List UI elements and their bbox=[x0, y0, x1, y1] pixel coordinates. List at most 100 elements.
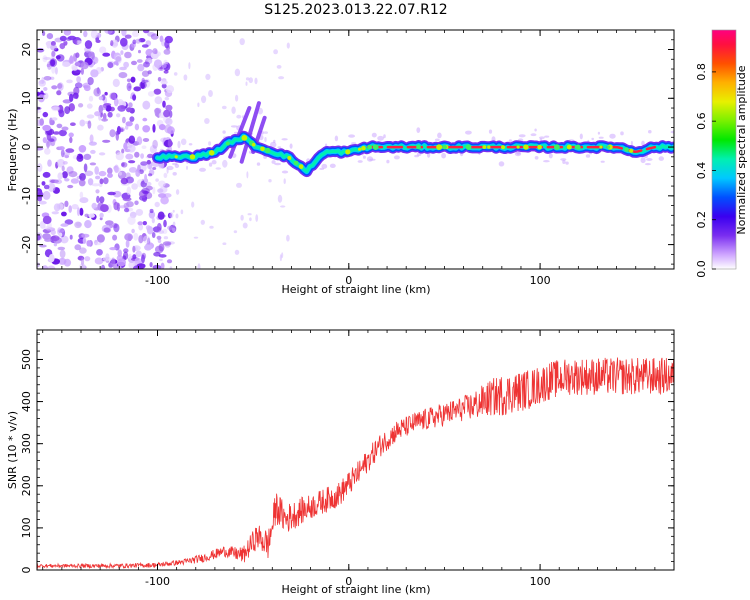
snr-xtick-label: -100 bbox=[145, 575, 170, 588]
noise-speckle bbox=[100, 204, 109, 213]
snr-ytick-label: 500 bbox=[20, 349, 33, 370]
noise-speckle bbox=[135, 250, 142, 258]
noise-speckle bbox=[134, 257, 142, 264]
noise-speckle bbox=[157, 188, 164, 193]
noise-speckle bbox=[172, 172, 177, 176]
snr-ylabel: SNR (10 * v/v) bbox=[6, 411, 19, 489]
ridge-peak bbox=[465, 144, 472, 151]
noise-speckle bbox=[134, 123, 140, 131]
noise-speckle bbox=[147, 91, 155, 97]
noise-speckle bbox=[256, 162, 261, 166]
noise-speckle bbox=[209, 225, 214, 229]
noise-speckle bbox=[61, 165, 65, 172]
noise-speckle bbox=[47, 265, 56, 269]
spectrogram-frame bbox=[36, 29, 675, 270]
noise-speckle bbox=[231, 106, 236, 114]
noise-speckle bbox=[92, 56, 99, 64]
noise-speckle bbox=[105, 253, 110, 261]
snr-ytick-label: 0 bbox=[20, 567, 33, 574]
noise-speckle bbox=[128, 160, 136, 164]
noise-speckle bbox=[99, 212, 104, 218]
noise-speckle bbox=[81, 233, 90, 238]
noise-speckle bbox=[201, 95, 207, 104]
noise-speckle bbox=[160, 196, 169, 205]
noise-speckle bbox=[62, 61, 71, 67]
noise-speckle bbox=[49, 58, 58, 67]
noise-speckle bbox=[153, 88, 162, 95]
ridge-peak bbox=[516, 145, 520, 149]
noise-speckle bbox=[152, 139, 158, 149]
noise-speckle bbox=[96, 234, 105, 243]
noise-speckle bbox=[128, 253, 132, 260]
noise-speckle bbox=[230, 125, 238, 128]
noise-speckle bbox=[107, 173, 113, 178]
noise-speckle bbox=[175, 213, 179, 219]
noise-speckle bbox=[68, 205, 72, 213]
noise-speckle bbox=[125, 239, 130, 248]
noise-speckle bbox=[488, 129, 493, 134]
noise-speckle bbox=[113, 201, 119, 211]
noise-speckle bbox=[191, 201, 195, 208]
noise-speckle bbox=[152, 123, 156, 133]
noise-speckle bbox=[157, 77, 162, 82]
noise-speckle bbox=[249, 217, 252, 222]
ridge-peak bbox=[225, 141, 230, 146]
noise-speckle bbox=[88, 51, 95, 58]
noise-speckle bbox=[113, 97, 119, 107]
noise-speckle bbox=[247, 213, 252, 216]
noise-speckle bbox=[94, 257, 104, 265]
noise-speckle bbox=[63, 30, 71, 36]
noise-speckle bbox=[50, 235, 60, 242]
noise-speckle bbox=[234, 249, 240, 255]
noise-speckle bbox=[86, 240, 91, 247]
noise-speckle bbox=[125, 153, 134, 160]
noise-speckle bbox=[50, 41, 56, 46]
noise-speckle bbox=[142, 221, 147, 226]
noise-speckle bbox=[135, 38, 141, 44]
noise-speckle bbox=[172, 227, 176, 232]
snr-xlabel: Height of straight line (km) bbox=[281, 583, 430, 596]
noise-speckle bbox=[222, 242, 227, 245]
noise-speckle bbox=[64, 219, 74, 225]
noise-speckle bbox=[136, 59, 143, 63]
noise-speckle bbox=[121, 162, 128, 168]
noise-speckle bbox=[278, 76, 285, 80]
noise-speckle bbox=[37, 262, 40, 268]
noise-speckle bbox=[143, 61, 150, 68]
colorbar-tick-label: 0.2 bbox=[695, 211, 708, 229]
noise-speckle bbox=[137, 221, 143, 226]
noise-speckle bbox=[118, 72, 128, 79]
noise-speckle bbox=[163, 219, 167, 228]
noise-speckle bbox=[235, 94, 239, 102]
noise-speckle bbox=[246, 171, 249, 179]
noise-speckle bbox=[142, 235, 151, 244]
noise-speckle bbox=[128, 135, 136, 144]
noise-speckle bbox=[183, 74, 188, 81]
noise-speckle bbox=[51, 65, 56, 74]
noise-speckle bbox=[54, 179, 63, 185]
noise-speckle bbox=[199, 167, 206, 172]
noise-speckle bbox=[139, 81, 147, 89]
noise-speckle bbox=[123, 202, 130, 209]
noise-speckle bbox=[50, 44, 58, 51]
spectrogram-xtick-label: 0 bbox=[345, 274, 352, 287]
noise-speckle bbox=[113, 61, 119, 65]
noise-speckle bbox=[112, 78, 120, 88]
noise-speckle bbox=[130, 76, 136, 83]
noise-speckle bbox=[56, 123, 63, 129]
noise-speckle bbox=[109, 129, 116, 138]
noise-speckle bbox=[240, 214, 244, 221]
spectrogram-ytick-label: 10 bbox=[20, 91, 33, 105]
noise-speckle bbox=[71, 204, 79, 210]
noise-speckle bbox=[58, 146, 65, 151]
noise-speckle bbox=[78, 103, 84, 108]
noise-speckle bbox=[289, 143, 293, 149]
noise-speckle bbox=[157, 211, 165, 220]
noise-speckle bbox=[264, 137, 267, 142]
noise-speckle bbox=[164, 96, 170, 101]
noise-speckle bbox=[58, 129, 67, 137]
noise-speckle bbox=[65, 148, 75, 153]
noise-speckle bbox=[117, 249, 122, 257]
noise-speckle bbox=[91, 202, 97, 209]
noise-speckle bbox=[83, 153, 92, 160]
